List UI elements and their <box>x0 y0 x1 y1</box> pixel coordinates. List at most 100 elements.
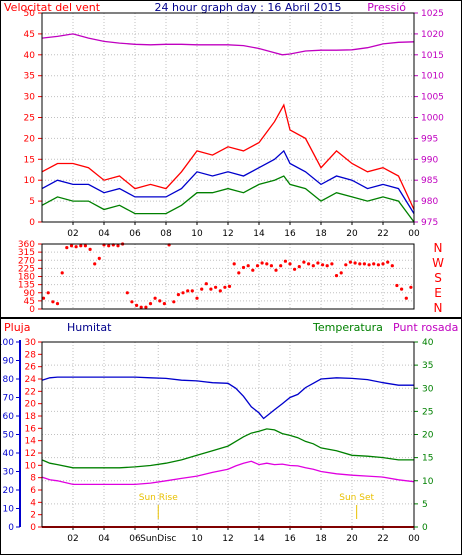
direction-point <box>93 262 97 266</box>
direction-point <box>181 291 185 295</box>
wind-xtick-label: 02 <box>67 229 78 239</box>
direction-point <box>409 285 413 289</box>
rain-ytick-label: 20 <box>3 486 15 496</box>
humidity-xtick-label: 00 <box>408 534 420 544</box>
pressure-ytick-label: 995 <box>421 134 438 144</box>
rain-label: Pluja <box>4 321 30 334</box>
temp-ytick-label: 10 <box>422 477 434 487</box>
temp-ytick-label: 25 <box>422 407 433 417</box>
humidity-xtick-label: 14 <box>253 534 265 544</box>
direction-point <box>125 291 129 295</box>
direction-point <box>107 244 111 248</box>
direction-point <box>362 262 366 266</box>
wind-ytick-label: 30 <box>24 93 36 103</box>
humidity-ytick-label: 2 <box>30 511 36 521</box>
rain-ytick-label: 0 <box>8 523 14 533</box>
series-wind-min-line <box>41 175 415 223</box>
humidity-xtick-label: 22 <box>377 534 388 544</box>
humidity-ytick-label: 18 <box>25 412 37 422</box>
pressure-ytick-label: 1010 <box>421 72 444 82</box>
direction-point <box>334 274 339 278</box>
direction-point <box>255 264 260 268</box>
wind-xtick-label: 00 <box>408 229 420 239</box>
direction-point <box>41 296 46 300</box>
humidity-ytick-label: 22 <box>25 387 36 397</box>
direction-point <box>130 300 134 304</box>
direction-point <box>283 259 287 263</box>
direction-point <box>83 244 87 248</box>
direction-point <box>260 261 264 265</box>
direction-point <box>60 271 64 275</box>
compass-label: N <box>434 301 443 315</box>
sun-annotation-label: Sun Rise <box>139 493 178 503</box>
humidity-ytick-label: 16 <box>25 424 37 434</box>
direction-point <box>241 265 246 270</box>
humidity-ytick-label: 4 <box>30 498 36 508</box>
direction-point <box>135 303 139 307</box>
rain-ytick-label: 30 <box>3 468 15 478</box>
direction-point <box>190 289 194 293</box>
wind-xtick-label: 20 <box>346 229 358 239</box>
direction-point <box>158 299 162 303</box>
humidity-xtick-label: 12 <box>222 534 233 544</box>
direction-point <box>139 305 143 309</box>
temp-ytick-label: 35 <box>422 361 433 371</box>
direction-point <box>321 263 325 267</box>
direction-point <box>144 305 148 309</box>
wind-xtick-label: 06 <box>129 229 141 239</box>
pressure-ytick-label: 1000 <box>421 114 444 124</box>
direction-point <box>51 300 55 304</box>
wind-xtick-label: 12 <box>222 229 233 239</box>
temp-ytick-label: 15 <box>422 454 433 464</box>
compass-label: W <box>432 256 444 270</box>
direction-point <box>172 300 176 304</box>
wind-ytick-label: 35 <box>24 72 35 82</box>
direction-point <box>339 271 343 275</box>
direction-ytick-label: 0 <box>29 305 35 315</box>
direction-ytick-label: 360 <box>18 240 35 250</box>
wind-xtick-label: 04 <box>98 229 110 239</box>
direction-plot-frame <box>41 243 415 310</box>
rain-ytick-label: 60 <box>3 412 15 422</box>
wind-xtick-label: 18 <box>315 229 327 239</box>
direction-point <box>367 263 371 267</box>
direction-ytick-label: 180 <box>18 273 35 283</box>
direction-point <box>162 302 166 306</box>
direction-point <box>358 262 362 266</box>
humidity-ytick-label: 24 <box>25 375 37 385</box>
pressure-ytick-label: 975 <box>421 218 438 228</box>
compass-label: E <box>434 286 442 300</box>
humidity-xtick-label: SunDisc <box>140 534 176 544</box>
rain-ytick-label: 90 <box>3 357 15 367</box>
humidity-ytick-label: 28 <box>25 350 37 360</box>
direction-point <box>74 245 78 249</box>
wind-xtick-label: 22 <box>377 229 388 239</box>
direction-point <box>88 247 92 251</box>
direction-point <box>344 263 348 267</box>
pressure-axis-title: Pressió <box>367 1 406 14</box>
direction-point <box>293 267 297 271</box>
direction-point <box>237 271 241 275</box>
direction-point <box>395 283 399 288</box>
direction-point <box>274 268 278 272</box>
direction-point <box>390 264 394 268</box>
pressure-ytick-label: 985 <box>421 176 438 186</box>
temp-ytick-label: 20 <box>422 431 434 441</box>
direction-point <box>330 262 334 266</box>
direction-point <box>214 285 218 289</box>
wind-xtick-label: 14 <box>253 229 265 239</box>
series-humitat-line <box>41 376 414 420</box>
direction-point <box>376 263 380 267</box>
series-pressió-line <box>41 33 415 56</box>
direction-point <box>265 262 269 266</box>
direction-point <box>381 262 385 266</box>
direction-point <box>288 262 292 266</box>
direction-point <box>348 260 352 264</box>
wind-axis-title: Velocitat del vent <box>4 1 101 14</box>
pressure-ytick-label: 990 <box>421 155 438 165</box>
compass-label: N <box>434 241 443 255</box>
humidity-label: Humitat <box>67 321 112 334</box>
humidity-plot-frame <box>41 341 415 528</box>
series-punt-rosada-line <box>41 460 415 486</box>
